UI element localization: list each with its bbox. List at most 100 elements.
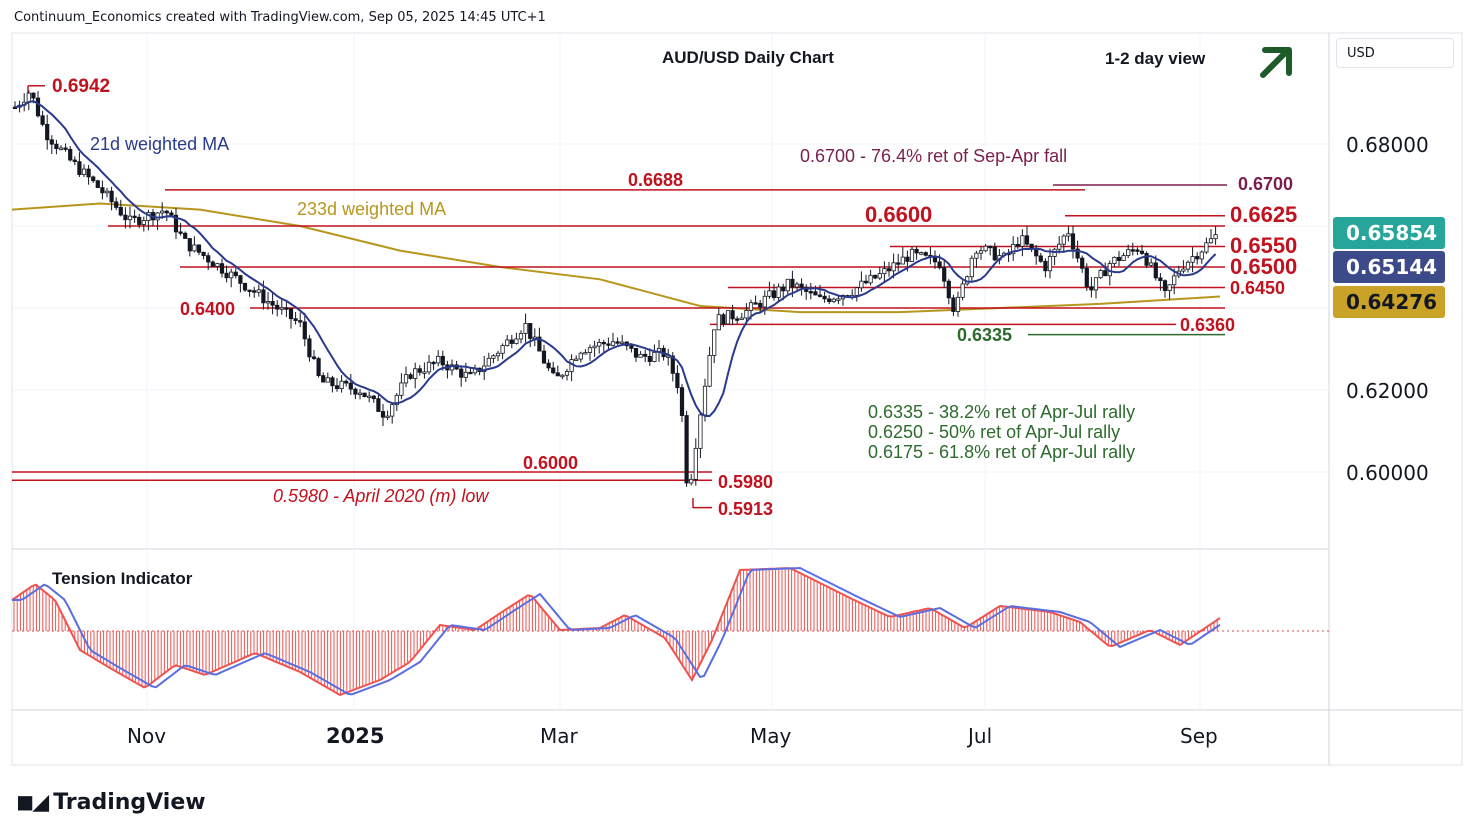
candle-body (362, 392, 367, 398)
candle-body (426, 361, 432, 373)
candle-body (992, 246, 997, 261)
indicator-slow-line (12, 566, 1221, 696)
candle-body (192, 244, 197, 252)
candle-body (330, 377, 335, 387)
y-tick-label: 0.62000 (1346, 379, 1429, 403)
level-label: 0.6000 (523, 453, 578, 473)
candle-body (169, 212, 174, 216)
candle-body (49, 139, 54, 145)
price-badge-last: 0.65854 (1333, 217, 1445, 249)
candle-body (178, 231, 183, 234)
candle-body (813, 291, 818, 296)
candle-body (275, 304, 280, 310)
candle-body (776, 286, 781, 298)
candle-body (270, 301, 275, 306)
candle-body (399, 382, 404, 396)
level-label: 0.5980 (718, 472, 773, 492)
candle-body (555, 372, 560, 377)
candle-body (974, 252, 979, 259)
candle-body (836, 298, 841, 301)
candle-body (1153, 262, 1158, 279)
candle-body (712, 329, 717, 356)
candle-body (54, 143, 59, 150)
candle-body (767, 290, 772, 297)
candle-body (380, 411, 386, 418)
candle-body (583, 352, 588, 355)
candle-body (900, 256, 905, 265)
candle-body (762, 295, 767, 308)
candle-body (969, 257, 974, 278)
candle-body (633, 347, 639, 358)
candle-body (523, 323, 528, 334)
candle-body (946, 280, 951, 299)
candle-body (491, 355, 496, 359)
candle-body (914, 248, 919, 254)
candle-body (311, 356, 317, 359)
candle-body (886, 268, 892, 272)
candle-body (413, 368, 418, 379)
candle-body (77, 161, 82, 175)
currency-selector-button[interactable]: USD (1336, 38, 1454, 68)
x-tick-label: Sep (1180, 724, 1218, 748)
candles (12, 90, 1218, 487)
candle-body (45, 123, 50, 141)
x-tick-label: 2025 (326, 724, 384, 748)
candle-body (238, 275, 243, 284)
candle-body (155, 212, 160, 221)
level-label: 0.6700 (1238, 174, 1293, 194)
view-label: 1-2 day view (1105, 49, 1206, 68)
candle-body (316, 358, 321, 377)
candle-body (569, 359, 574, 372)
fib-50-annotation: 0.6250 - 50% ret of Apr-Jul rally (868, 422, 1120, 442)
candle-body (753, 302, 758, 305)
candle-body (739, 317, 744, 320)
candle-body (564, 371, 570, 376)
candle-body (560, 374, 565, 378)
candle-body (702, 385, 708, 416)
candle-body (95, 180, 100, 189)
ma233-label: 233d weighted MA (297, 199, 446, 219)
candle-body (505, 339, 510, 346)
candle-body (1172, 275, 1177, 286)
candle-body (551, 367, 556, 374)
candle-body (284, 307, 289, 310)
svg-text:0.65144: 0.65144 (1346, 255, 1437, 279)
tradingview-logo[interactable]: ◼◢ TradingView (16, 790, 206, 815)
candle-body (72, 159, 77, 163)
candle-body (670, 355, 675, 374)
chart-title: AUD/USD Daily Chart (662, 48, 834, 67)
candle-body (118, 207, 123, 216)
tradingview-logo-text: TradingView (53, 790, 206, 815)
candle-body (620, 341, 625, 344)
candle-body (1139, 250, 1145, 254)
candle-body (344, 380, 349, 384)
candle-body (279, 307, 284, 310)
candle-body (256, 289, 261, 293)
candle-body (463, 371, 468, 378)
level-label: 0.6688 (628, 170, 683, 190)
candle-body (500, 345, 505, 354)
candle-body (141, 220, 146, 225)
candle-body (514, 338, 519, 344)
candle-body (1066, 233, 1071, 237)
candle-body (215, 263, 220, 267)
candle-body (574, 358, 579, 361)
candle-body (794, 283, 800, 288)
candle-body (873, 274, 878, 279)
candle-body (1190, 256, 1195, 263)
candle-body (242, 282, 248, 291)
candle-body (518, 333, 524, 340)
candle-body (1070, 233, 1076, 250)
candle-body (302, 321, 307, 340)
candle-body (827, 298, 832, 303)
candle-body (183, 232, 188, 239)
candle-body (1103, 270, 1108, 277)
svg-text:0.65854: 0.65854 (1346, 221, 1437, 245)
candle-body (1075, 248, 1080, 259)
x-tick-label: May (750, 724, 792, 748)
candle-body (978, 250, 984, 254)
candle-body (63, 147, 68, 150)
candle-body (495, 352, 501, 357)
candle-body (725, 310, 731, 325)
